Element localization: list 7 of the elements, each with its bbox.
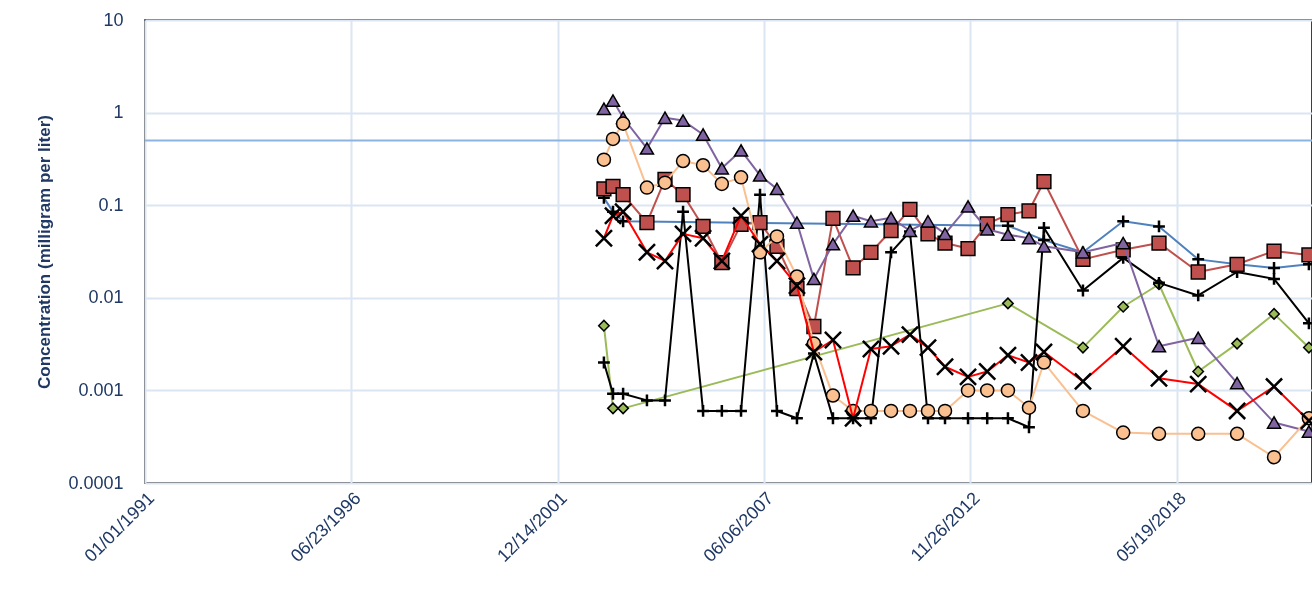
y-tick-label: 0.1 (98, 194, 124, 215)
y-axis-title: Concentration (milligram per liter) (35, 115, 55, 389)
y-tick-label: 10 (103, 9, 124, 30)
y-tick-label: 0.01 (88, 287, 124, 308)
y-tick-label: 0.0001 (68, 472, 124, 493)
y-tick-label: 0.001 (78, 379, 124, 400)
y-tick-label: 1 (113, 102, 124, 123)
